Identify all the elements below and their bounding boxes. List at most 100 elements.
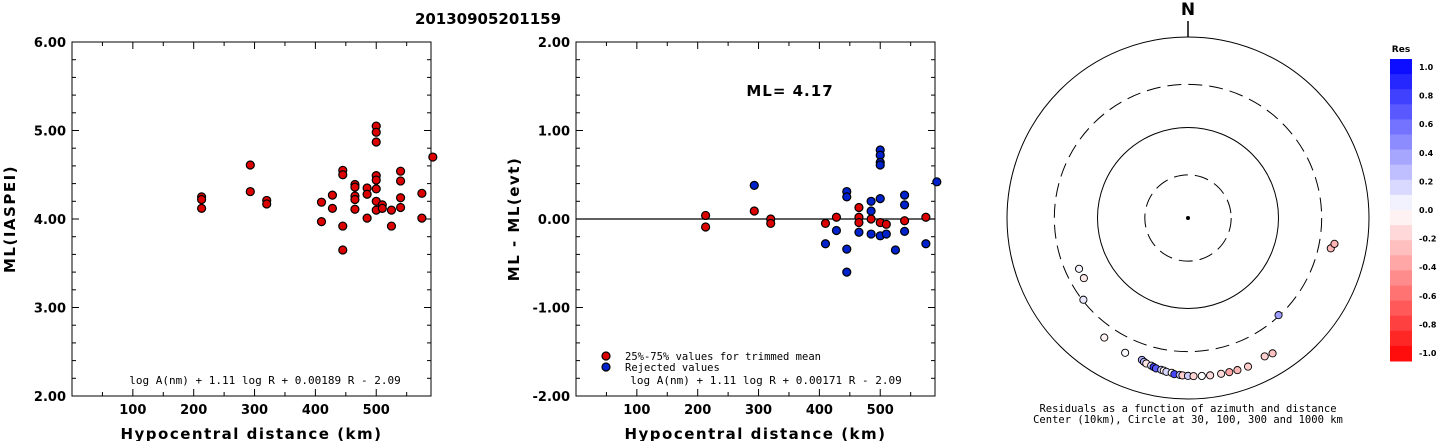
x-tick-label: 300 xyxy=(745,403,772,418)
data-point xyxy=(766,218,776,229)
data-point xyxy=(854,227,864,237)
data-point xyxy=(854,217,864,228)
colorbar-segment xyxy=(1390,119,1412,135)
colorbar-title: Res xyxy=(1392,45,1410,55)
x-tick-label: 400 xyxy=(302,403,329,418)
y-tick-label: -2.00 xyxy=(533,390,570,405)
colorbar-segment xyxy=(1390,59,1412,75)
x-tick-label: 300 xyxy=(241,403,268,418)
data-point xyxy=(875,160,885,170)
data-point xyxy=(395,176,406,186)
data-point xyxy=(362,189,372,199)
data-point xyxy=(262,199,272,209)
data-point xyxy=(701,210,711,221)
colorbar-segment xyxy=(1390,225,1412,241)
data-point xyxy=(371,137,381,147)
colorbar-segment xyxy=(1390,345,1412,362)
data-point xyxy=(899,226,910,236)
colorbar-segment xyxy=(1390,194,1412,211)
data-point xyxy=(417,213,427,223)
data-point xyxy=(866,206,876,216)
x-axis-label: Hypocentral distance (km) xyxy=(624,425,886,441)
formula-label: log A(nm) + 1.11 log R + 0.00189 R - 2.0… xyxy=(129,374,401,387)
data-point xyxy=(866,229,876,239)
ml-value-annotation: ML= 4.17 xyxy=(746,82,833,100)
legend-label: 25%-75% values for trimmed mean xyxy=(625,351,821,363)
station-marker xyxy=(1079,295,1088,304)
colorbar-segment xyxy=(1390,240,1412,256)
colorbar-tick-label: 1.0 xyxy=(1419,63,1434,72)
data-point xyxy=(921,239,931,249)
data-point xyxy=(932,177,942,187)
colorbar-tick-label: -0.2 xyxy=(1419,235,1437,244)
y-tick-label: 5.00 xyxy=(34,125,66,140)
data-point xyxy=(831,225,842,236)
y-tick-label: 1.00 xyxy=(538,125,570,140)
colorbar-segment xyxy=(1390,300,1412,317)
residual-distance-panel: 100 200 300 400 500 -2.00 -1.00 0.00 1.00 2.00 Hyp… xyxy=(505,36,942,441)
data-point xyxy=(899,200,910,210)
data-point xyxy=(866,196,876,206)
data-point xyxy=(820,218,831,229)
colorbar-segment xyxy=(1390,89,1412,105)
data-point xyxy=(881,229,891,239)
colorbar-tick-label: 0.6 xyxy=(1419,120,1434,129)
colorbar-tick-label: 0.0 xyxy=(1419,206,1434,215)
station-marker xyxy=(1225,368,1234,377)
data-point xyxy=(875,194,885,204)
station-marker xyxy=(1243,362,1253,371)
data-point xyxy=(831,212,842,222)
colorbar-tick-label: 0.2 xyxy=(1419,177,1433,186)
data-point xyxy=(386,221,397,231)
data-point xyxy=(371,184,381,194)
y-tick-label: 2.00 xyxy=(34,390,66,405)
colorbar-segment xyxy=(1390,164,1412,181)
data-point xyxy=(428,152,438,162)
station-marker xyxy=(1206,371,1215,380)
data-point xyxy=(395,193,406,203)
data-point xyxy=(350,194,360,205)
station-marker xyxy=(1121,348,1130,357)
data-point xyxy=(899,216,910,226)
data-point xyxy=(881,219,891,229)
station-marker xyxy=(1197,371,1206,381)
legend-marker xyxy=(601,362,611,372)
colorbar-segment xyxy=(1390,104,1412,120)
data-point xyxy=(417,188,427,198)
y-tick-label: 0.00 xyxy=(538,213,570,228)
colorbar-tick-label: -0.6 xyxy=(1419,292,1437,301)
y-tick-label: -1.00 xyxy=(533,302,570,317)
data-point xyxy=(245,160,255,170)
data-point xyxy=(377,203,387,213)
colorbar-segment xyxy=(1390,255,1412,271)
x-axis-label: Hypocentral distance (km) xyxy=(120,425,382,441)
station-marker xyxy=(1074,264,1084,273)
map-caption-1: Residuals as a function of azimuth and d… xyxy=(1039,403,1336,415)
data-point xyxy=(820,239,831,249)
data-point xyxy=(890,245,901,255)
y-tick-label: 4.00 xyxy=(34,213,66,228)
x-tick-label: 100 xyxy=(623,403,650,418)
north-label: N xyxy=(1181,0,1195,20)
data-point xyxy=(316,197,327,207)
x-tick-label: 100 xyxy=(119,403,146,418)
colorbar-segment xyxy=(1390,285,1412,302)
data-point xyxy=(350,182,360,192)
station-marker xyxy=(1330,239,1339,248)
data-point xyxy=(854,202,864,213)
station-marker xyxy=(1217,369,1226,378)
data-point xyxy=(327,203,338,213)
x-tick-label: 200 xyxy=(684,403,711,418)
y-tick-label: 3.00 xyxy=(34,302,66,317)
colorbar-segment xyxy=(1390,149,1412,166)
azimuth-residual-panel: N Residuals as a function of azimuth and … xyxy=(1006,0,1437,426)
station-marker xyxy=(1274,311,1283,320)
figure-title: 20130905201159 xyxy=(415,10,561,28)
colorbar-segment xyxy=(1390,270,1412,286)
distance-circle xyxy=(1053,83,1323,353)
data-point xyxy=(701,222,711,232)
data-point xyxy=(395,202,406,213)
colorbar-segment xyxy=(1390,134,1412,151)
y-tick-label: 6.00 xyxy=(34,36,66,51)
legend-marker xyxy=(601,351,611,361)
